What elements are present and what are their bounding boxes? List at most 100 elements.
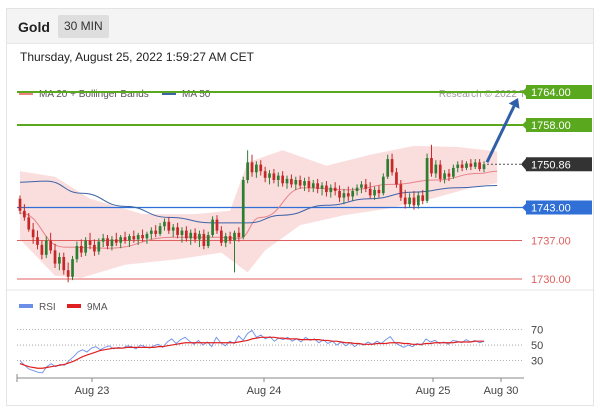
candle-body bbox=[316, 183, 320, 189]
candle-body bbox=[106, 238, 109, 246]
rsi-tick-label: 70 bbox=[531, 325, 543, 337]
candle-body bbox=[438, 164, 442, 179]
bollinger-bands bbox=[20, 145, 498, 278]
legend-swatch-9ma bbox=[67, 304, 81, 308]
level-label-support-1: 1737.00 bbox=[531, 236, 571, 248]
candle-body bbox=[351, 191, 355, 197]
period-button[interactable]: 30 MIN bbox=[58, 15, 109, 38]
candle-body bbox=[132, 236, 136, 240]
candle-body bbox=[425, 158, 429, 201]
candle-body bbox=[110, 239, 114, 246]
legend-swatch-rsi bbox=[19, 304, 33, 308]
candle-body bbox=[368, 188, 372, 196]
candle-body bbox=[403, 197, 407, 205]
candle-body bbox=[381, 176, 385, 194]
candle-body bbox=[395, 172, 398, 185]
candle-body bbox=[364, 184, 368, 189]
candle-body bbox=[320, 185, 324, 189]
candle-body bbox=[469, 163, 473, 167]
candle-body bbox=[325, 185, 328, 193]
candle-body bbox=[40, 244, 44, 255]
candle-body bbox=[49, 240, 52, 251]
candle-body bbox=[189, 232, 193, 239]
legend-ma50: MA 50 bbox=[182, 89, 211, 100]
level-label-resistance-1: 1758.00 bbox=[531, 120, 571, 132]
candle-body bbox=[206, 235, 210, 246]
candle-body bbox=[416, 195, 420, 206]
candle-body bbox=[180, 230, 184, 235]
candle-body bbox=[443, 173, 446, 179]
candle-body bbox=[430, 158, 433, 174]
candle-body bbox=[88, 240, 92, 245]
candle-body bbox=[259, 164, 263, 172]
candle-body bbox=[290, 178, 293, 185]
level-label-bg-pivot bbox=[526, 200, 592, 215]
candle-body bbox=[285, 178, 289, 184]
candle-body bbox=[294, 180, 298, 185]
candle-body bbox=[215, 219, 219, 231]
candle-body bbox=[478, 162, 481, 169]
rsi-tick-label: 30 bbox=[531, 356, 543, 368]
level-label-pivot: 1743.00 bbox=[531, 203, 571, 215]
candle-body bbox=[333, 187, 337, 191]
rsi-9ma-line bbox=[19, 336, 484, 369]
candle-body bbox=[66, 270, 70, 277]
candle-body bbox=[58, 257, 61, 264]
candle-body bbox=[338, 191, 341, 198]
level-label-bg-current-price bbox=[526, 157, 592, 172]
timestamp: Thursday, August 25, 2022 1:59:27 AM CET bbox=[20, 50, 254, 64]
candle-body bbox=[342, 193, 346, 198]
candle-body bbox=[44, 240, 48, 255]
level-label-bg-resistance-2 bbox=[526, 85, 592, 99]
research-credit: Research © 2022 Trading Central bbox=[439, 89, 588, 100]
candle-body bbox=[97, 241, 101, 252]
candle-body bbox=[390, 159, 394, 173]
candle-body bbox=[298, 180, 302, 186]
candle-body bbox=[220, 230, 223, 243]
candle-body bbox=[202, 233, 206, 246]
candle-body bbox=[158, 226, 162, 234]
level-label-support-2: 1730.00 bbox=[531, 274, 571, 286]
candle-body bbox=[272, 173, 276, 180]
candle-body bbox=[167, 221, 171, 231]
candle-body bbox=[149, 230, 153, 234]
candle-body bbox=[119, 237, 123, 243]
candle-body bbox=[246, 162, 249, 180]
candle-body bbox=[101, 238, 105, 242]
level-label-pointer-current-price bbox=[521, 157, 527, 172]
candle-body bbox=[145, 233, 149, 239]
candle-body bbox=[27, 217, 31, 230]
candle-body bbox=[93, 244, 96, 252]
candle-body bbox=[154, 230, 158, 234]
candle-body bbox=[237, 232, 241, 238]
rsi-tick-label: 50 bbox=[531, 340, 543, 352]
candle-body bbox=[373, 189, 376, 196]
rsi-panel: 70 50 30 bbox=[17, 325, 543, 374]
instrument-title: Gold bbox=[18, 19, 50, 35]
level-label-bg-resistance-1 bbox=[526, 118, 592, 132]
bollinger-band-fill bbox=[20, 145, 498, 278]
candle-body bbox=[84, 240, 88, 253]
candle-body bbox=[412, 197, 416, 206]
candle-body bbox=[241, 180, 245, 238]
candle-body bbox=[307, 181, 311, 188]
candle-body bbox=[399, 184, 403, 198]
candle-body bbox=[228, 236, 232, 241]
candle-body bbox=[276, 175, 280, 180]
candle-body bbox=[482, 164, 486, 169]
x-axis-ticks: Aug 23 Aug 24 Aug 25 Aug 30 bbox=[16, 374, 519, 397]
level-label-pointer-resistance-1 bbox=[522, 120, 527, 130]
rsi-legend: RSI 9MA bbox=[19, 302, 108, 313]
candle-body bbox=[23, 210, 26, 218]
candle-body bbox=[452, 167, 455, 177]
rsi-line bbox=[19, 329, 485, 374]
level-label-current-price: 1750.86 bbox=[531, 159, 571, 171]
candle-body bbox=[62, 257, 66, 271]
x-tick-label: Aug 30 bbox=[484, 385, 519, 397]
legend-9ma: 9MA bbox=[87, 302, 108, 313]
candle-body bbox=[233, 232, 236, 241]
candle-body bbox=[408, 197, 411, 205]
candle-body bbox=[123, 237, 127, 241]
level-label-pointer-pivot bbox=[522, 202, 527, 213]
candle-body bbox=[163, 221, 166, 227]
